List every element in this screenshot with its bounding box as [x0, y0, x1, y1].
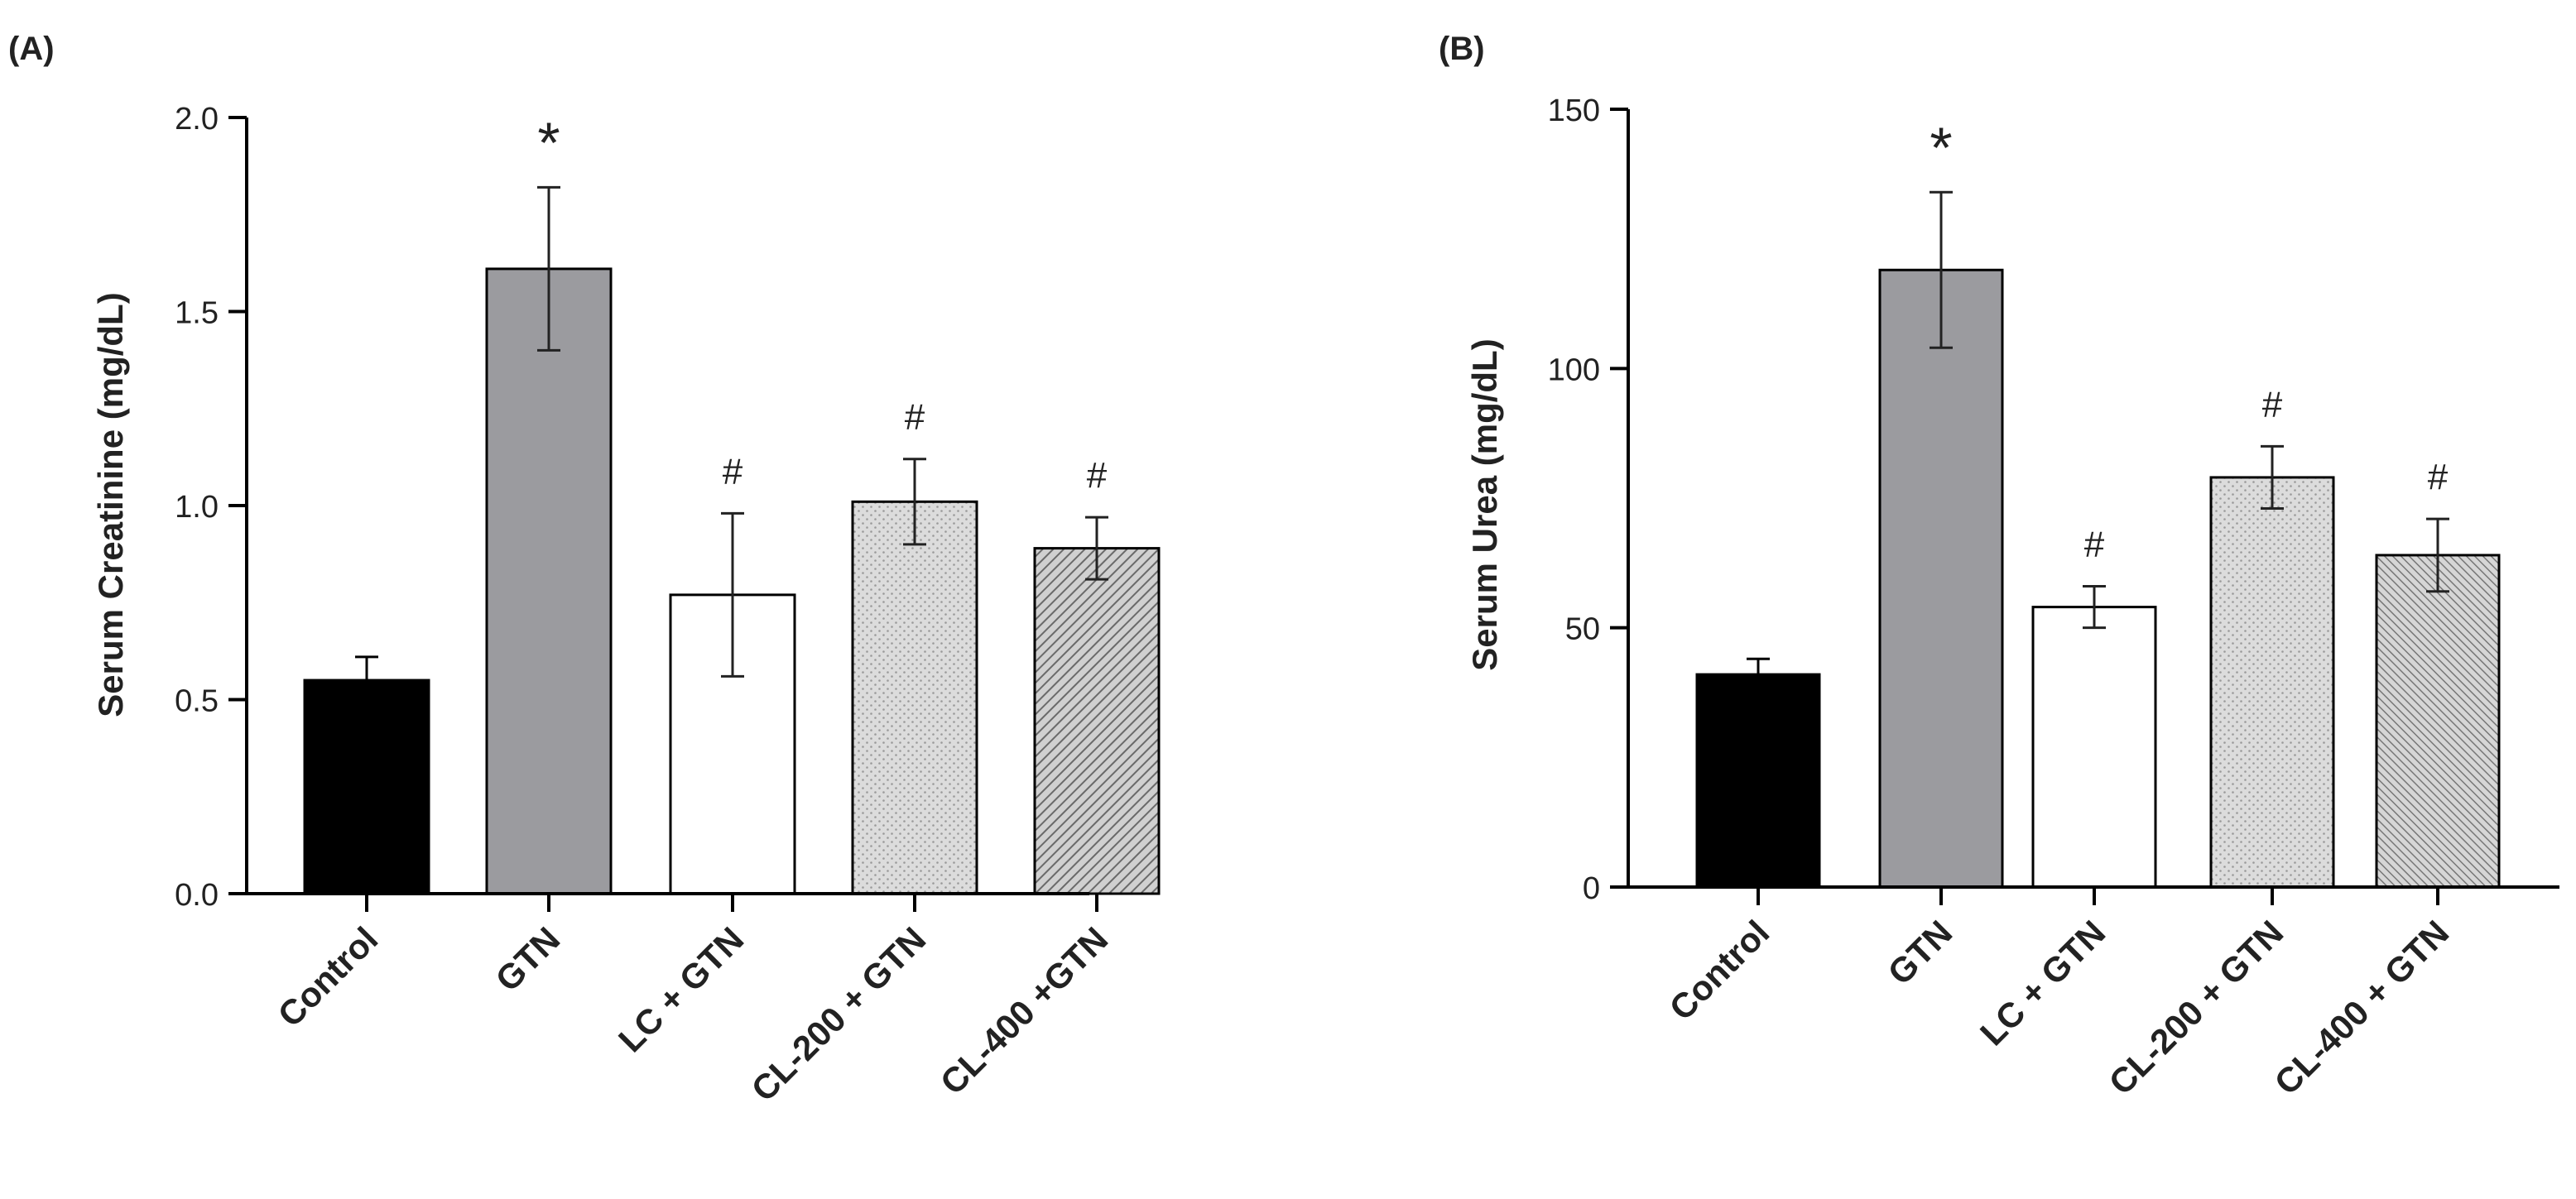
panel-a-category-label: CL-400 +GTN [933, 919, 1116, 1102]
panel-b-y-tick-label: 0 [1583, 871, 1600, 906]
panel-b-bar [1695, 673, 1821, 889]
panel-a-bar [485, 267, 613, 895]
panel-a-y-axis-title: Serum Creatinine (mg/dL) [91, 292, 130, 717]
panel-a-significance-marker: * [537, 110, 560, 175]
panel-a-bars: * # # # [303, 110, 1161, 912]
panel-b-bar [2375, 554, 2501, 889]
panel-a-category-label: CL-200 + GTN [744, 919, 934, 1109]
panel-b-y-ticks: 0 50 100 150 [1548, 94, 1628, 906]
panel-a-category-label: LC + GTN [611, 919, 751, 1059]
panel-b-bar [2031, 606, 2157, 889]
panel-b-significance-marker: # [2262, 384, 2283, 424]
panel-b-bar [1878, 268, 2004, 889]
panel-b-label: (B) [1439, 31, 1485, 67]
panel-b-significance-marker: # [2428, 457, 2449, 497]
panel-a-y-ticks: 0.0 0.5 1.0 1.5 2.0 [175, 102, 247, 913]
panel-a-y-tick-label: 0.5 [175, 684, 219, 719]
panel-b-bar [2209, 476, 2335, 889]
panel-b-significance-marker: # [2084, 525, 2105, 565]
panel-a-bar [303, 679, 430, 895]
panel-a-label: (A) [8, 31, 55, 67]
panel-b-bars: * # # # [1695, 115, 2501, 905]
panel-a-bar [1033, 547, 1161, 895]
panel-a-y-tick-label: 0.0 [175, 878, 219, 913]
panel-a-significance-marker: # [905, 397, 925, 438]
panel-a-y-tick-label: 1.0 [175, 490, 219, 525]
panel-a-category-label: Control [271, 919, 386, 1034]
panel-a-creatinine-chart: (A) Serum Creatinine (mg/dL) 0.0 0.5 1.0 1.… [8, 31, 1161, 1109]
panel-a-significance-marker: # [723, 451, 743, 492]
panel-b-category-label: LC + GTN [1973, 913, 2112, 1053]
panel-b-category-label: Control [1662, 913, 1777, 1028]
panel-a-y-tick-label: 1.5 [175, 296, 219, 331]
panel-b-y-tick-label: 50 [1565, 612, 1600, 647]
panel-b-urea-chart: (B) Serum Urea (mg/dL) 0 50 100 150 * # # # Co… [1439, 31, 2559, 1102]
panel-b-significance-marker: * [1930, 115, 1952, 180]
panel-a-category-label: GTN [488, 919, 567, 999]
panel-b-category-label: GTN [1880, 913, 1959, 992]
panel-a-y-tick-label: 2.0 [175, 102, 219, 137]
panel-a-significance-marker: # [1087, 455, 1108, 496]
panel-b-y-tick-label: 100 [1548, 353, 1600, 387]
panel-b-category-label: CL-400 + GTN [2267, 913, 2457, 1102]
panel-b-category-label: CL-200 + GTN [2102, 913, 2291, 1102]
panel-b-y-axis-title: Serum Urea (mg/dL) [1465, 338, 1504, 670]
panel-b-y-tick-label: 150 [1548, 94, 1600, 128]
panel-a-bar [851, 500, 978, 895]
